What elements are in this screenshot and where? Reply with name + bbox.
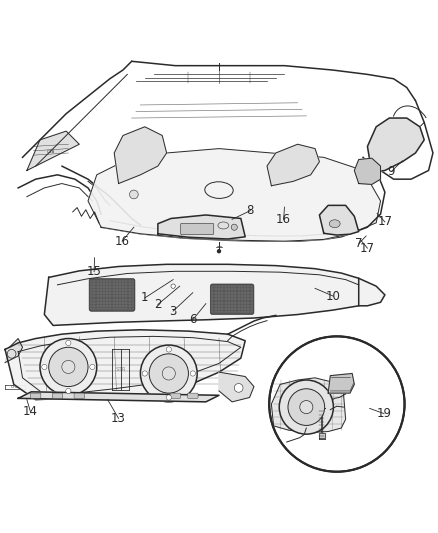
Text: 16: 16 (276, 213, 291, 226)
Text: One: One (11, 385, 19, 389)
Circle shape (217, 249, 221, 253)
Circle shape (300, 400, 313, 414)
Text: 1: 1 (141, 292, 148, 304)
Circle shape (42, 364, 47, 369)
Text: 15: 15 (87, 265, 102, 278)
Polygon shape (114, 127, 166, 183)
Circle shape (162, 367, 175, 380)
FancyBboxPatch shape (210, 284, 254, 314)
Circle shape (62, 360, 75, 374)
Text: STR: STR (116, 367, 126, 372)
Polygon shape (88, 149, 381, 241)
Circle shape (190, 371, 195, 376)
Polygon shape (27, 131, 79, 171)
FancyBboxPatch shape (30, 393, 41, 398)
Text: 2: 2 (154, 298, 162, 311)
Text: 16: 16 (115, 235, 130, 248)
Polygon shape (318, 433, 325, 438)
Circle shape (90, 364, 95, 369)
Text: 17: 17 (360, 241, 375, 255)
Polygon shape (219, 372, 254, 402)
Circle shape (142, 371, 148, 376)
Circle shape (166, 395, 171, 400)
Circle shape (149, 354, 188, 393)
Circle shape (279, 380, 333, 434)
Polygon shape (267, 144, 319, 185)
Polygon shape (18, 392, 219, 402)
FancyBboxPatch shape (170, 393, 180, 398)
Text: C3B: C3B (47, 150, 55, 154)
Text: 14: 14 (23, 405, 38, 418)
Text: 8: 8 (247, 204, 254, 217)
Circle shape (171, 284, 175, 288)
Circle shape (269, 336, 405, 472)
Text: 19: 19 (377, 407, 392, 420)
Text: 13: 13 (111, 412, 126, 425)
Circle shape (66, 340, 71, 345)
FancyBboxPatch shape (180, 223, 214, 235)
Polygon shape (359, 278, 385, 306)
Circle shape (7, 350, 16, 358)
Circle shape (141, 345, 197, 402)
Circle shape (40, 338, 97, 395)
FancyBboxPatch shape (89, 279, 135, 311)
Polygon shape (328, 374, 354, 393)
Text: 17: 17 (378, 215, 392, 229)
Polygon shape (5, 330, 245, 400)
Polygon shape (5, 338, 22, 362)
Circle shape (49, 348, 88, 386)
Text: 10: 10 (326, 290, 341, 303)
Circle shape (166, 347, 171, 352)
FancyBboxPatch shape (187, 393, 198, 398)
Text: 3: 3 (170, 304, 177, 318)
Polygon shape (158, 215, 245, 239)
Circle shape (130, 190, 138, 199)
Ellipse shape (218, 222, 229, 229)
Polygon shape (44, 264, 359, 326)
Polygon shape (354, 158, 381, 184)
Circle shape (234, 384, 243, 392)
Circle shape (66, 389, 71, 393)
FancyBboxPatch shape (52, 393, 63, 398)
Circle shape (288, 389, 325, 425)
Text: 7: 7 (355, 237, 363, 251)
FancyBboxPatch shape (74, 393, 85, 398)
Polygon shape (319, 205, 359, 235)
Text: 6: 6 (189, 313, 197, 326)
Polygon shape (272, 378, 346, 432)
Text: 9: 9 (388, 165, 395, 178)
Ellipse shape (329, 220, 340, 228)
Circle shape (231, 224, 237, 230)
Polygon shape (367, 118, 424, 173)
